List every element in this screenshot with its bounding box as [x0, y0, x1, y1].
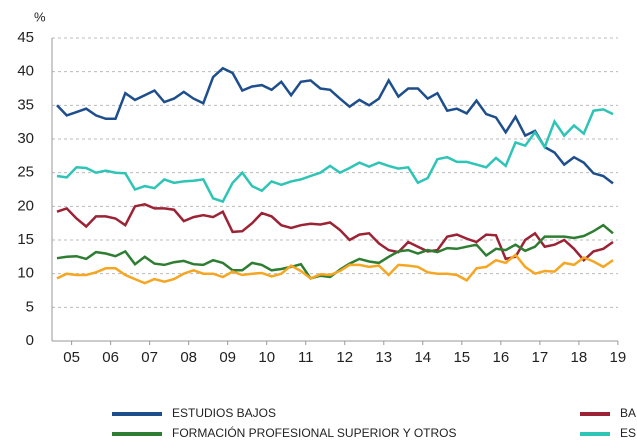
y-tick-label: 15 [17, 231, 34, 248]
y-tick-label: 40 [17, 63, 34, 80]
x-tick-label: 06 [102, 349, 119, 366]
legend-label: FORMACIÓN PROFESIONAL SUPERIOR Y OTROS [172, 425, 457, 440]
x-tick-label: 11 [298, 349, 314, 366]
series-line [56, 66, 614, 185]
y-tick-label: 30 [17, 130, 34, 147]
x-tick-label: 16 [492, 349, 509, 366]
x-tick-label: 18 [571, 349, 588, 366]
x-tick-label: 15 [453, 349, 470, 366]
x-tick-label: 12 [336, 349, 353, 366]
x-tick-label: 19 [610, 349, 627, 366]
y-tick-label: 25 [17, 164, 34, 181]
x-tick-label: 08 [180, 349, 197, 366]
y-tick-label: 45 [17, 29, 34, 46]
y-tick-label: 20 [17, 197, 34, 214]
legend-label: ES [620, 426, 636, 440]
y-tick-label: 0 [26, 332, 34, 349]
x-tick-label: 07 [141, 349, 158, 366]
x-tick-label: 09 [219, 349, 236, 366]
x-tick-label: 10 [258, 349, 275, 366]
legend-label: BA [620, 406, 636, 420]
y-tick-label: 35 [17, 96, 34, 113]
y-axis-label: % [34, 9, 46, 24]
series-line [56, 108, 614, 204]
x-tick-label: 14 [414, 349, 431, 366]
x-tick-label: 13 [375, 349, 392, 366]
x-tick-label: 17 [532, 349, 549, 366]
x-tick-label: 05 [63, 349, 80, 366]
y-tick-label: 5 [26, 298, 34, 315]
y-tick-label: 10 [17, 265, 34, 282]
series-line [56, 202, 614, 262]
series-line [56, 253, 614, 285]
legend-label: ESTUDIOS BAJOS [172, 406, 276, 420]
